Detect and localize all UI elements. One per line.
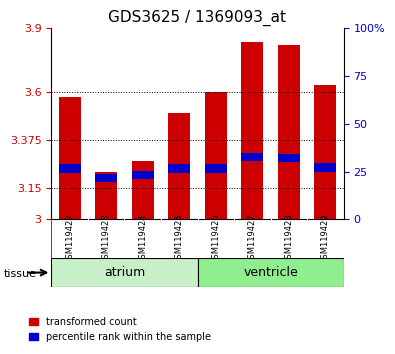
Text: GSM119423: GSM119423 — [102, 213, 111, 264]
FancyBboxPatch shape — [198, 258, 344, 287]
Bar — [205, 164, 227, 173]
Bar — [278, 45, 300, 219]
Bar — [59, 164, 81, 173]
Text: atrium: atrium — [104, 266, 145, 279]
Bar — [95, 172, 117, 219]
Bar — [168, 164, 190, 173]
Text: tissue: tissue — [4, 269, 37, 279]
Text: GSM119422: GSM119422 — [65, 214, 74, 264]
Bar — [241, 153, 263, 161]
Text: GSM119426: GSM119426 — [211, 213, 220, 264]
Text: ventricle: ventricle — [243, 266, 298, 279]
Bar — [314, 85, 336, 219]
Bar — [241, 42, 263, 219]
Text: GSM119424: GSM119424 — [138, 214, 147, 264]
Bar — [59, 97, 81, 219]
Text: GSM119429: GSM119429 — [321, 214, 330, 264]
Bar — [132, 161, 154, 219]
FancyBboxPatch shape — [51, 258, 198, 287]
Text: GSM119425: GSM119425 — [175, 214, 184, 264]
Text: GSM119428: GSM119428 — [284, 213, 293, 264]
Bar — [95, 174, 117, 182]
Bar — [132, 171, 154, 179]
Text: GSM119427: GSM119427 — [248, 213, 257, 264]
Bar — [168, 113, 190, 219]
Legend: transformed count, percentile rank within the sample: transformed count, percentile rank withi… — [24, 313, 215, 346]
Title: GDS3625 / 1369093_at: GDS3625 / 1369093_at — [109, 9, 286, 25]
Bar — [278, 154, 300, 162]
Bar — [314, 163, 336, 172]
Bar — [205, 92, 227, 219]
